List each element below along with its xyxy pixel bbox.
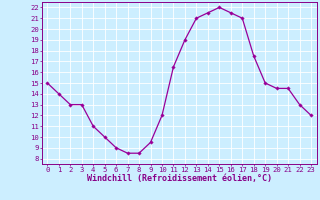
X-axis label: Windchill (Refroidissement éolien,°C): Windchill (Refroidissement éolien,°C) [87,174,272,183]
